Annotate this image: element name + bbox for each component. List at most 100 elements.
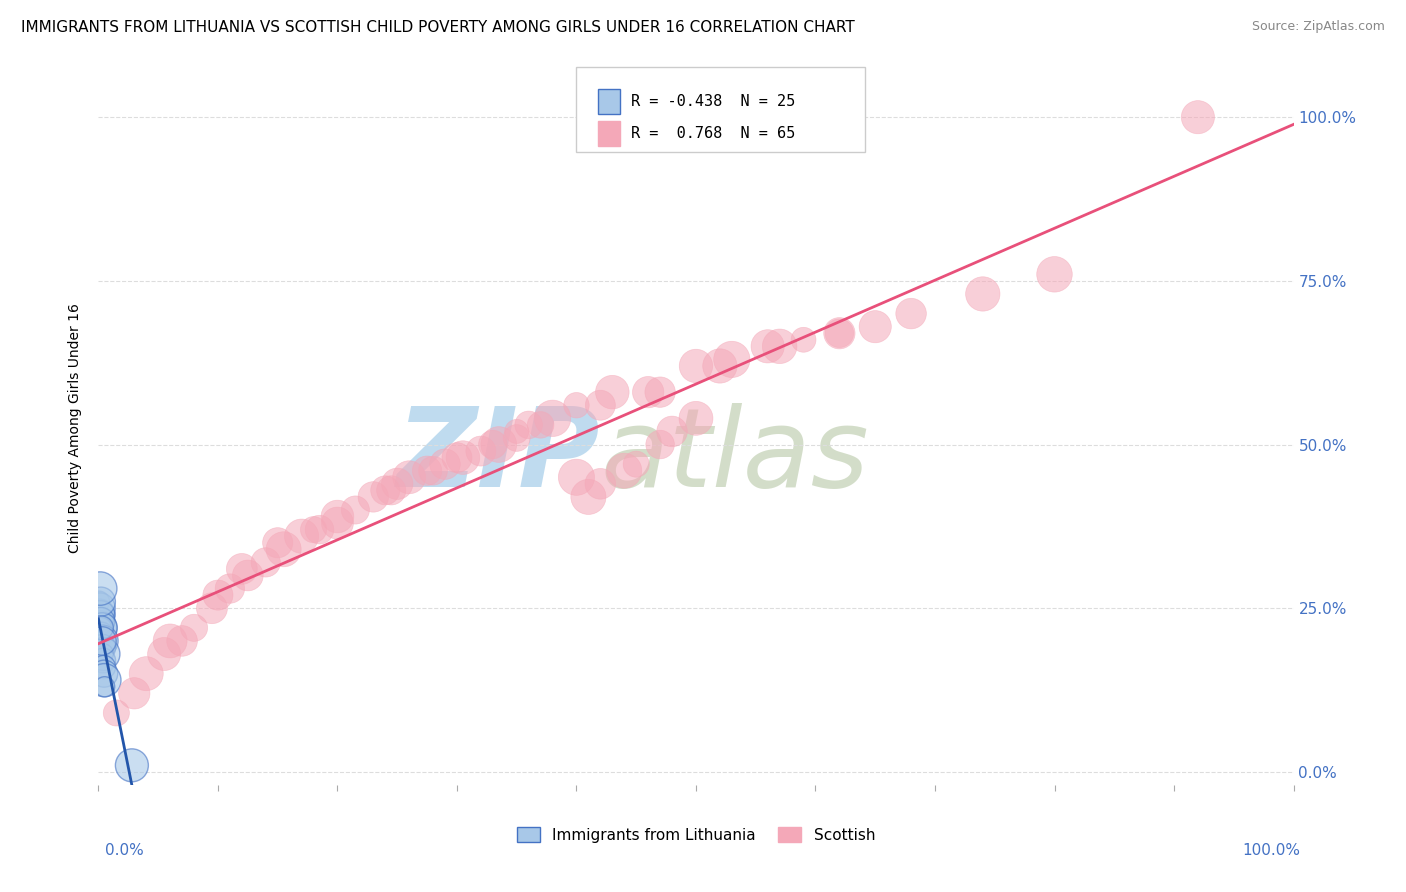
Point — [344, 503, 367, 517]
Point — [650, 437, 672, 451]
Point — [451, 450, 474, 465]
Point — [422, 464, 444, 478]
Point — [219, 582, 242, 596]
Point — [326, 509, 349, 524]
Point — [231, 562, 253, 576]
Point — [530, 417, 553, 432]
Point — [93, 673, 115, 688]
Point — [93, 666, 115, 681]
Point — [434, 457, 457, 471]
Text: Source: ZipAtlas.com: Source: ZipAtlas.com — [1251, 20, 1385, 33]
Point — [1043, 268, 1066, 282]
Point — [135, 666, 157, 681]
Text: atlas: atlas — [600, 403, 869, 510]
Point — [541, 411, 564, 425]
Point — [756, 339, 779, 353]
Point — [900, 307, 922, 321]
Point — [207, 588, 229, 602]
Point — [159, 634, 181, 648]
Point — [828, 326, 851, 341]
Point — [89, 582, 111, 596]
Point — [90, 607, 112, 622]
Point — [685, 411, 707, 425]
Point — [721, 352, 744, 367]
Point — [91, 634, 114, 648]
Point — [121, 758, 143, 772]
Point — [89, 615, 111, 629]
Point — [446, 450, 468, 465]
Point — [709, 359, 731, 373]
Point — [865, 319, 887, 334]
Text: R =  0.768  N = 65: R = 0.768 N = 65 — [631, 126, 796, 141]
Point — [517, 417, 540, 432]
Point — [589, 398, 612, 412]
Point — [650, 385, 672, 400]
Point — [90, 627, 112, 641]
Point — [90, 621, 112, 635]
Point — [416, 464, 439, 478]
Text: IMMIGRANTS FROM LITHUANIA VS SCOTTISH CHILD POVERTY AMONG GIRLS UNDER 16 CORRELA: IMMIGRANTS FROM LITHUANIA VS SCOTTISH CH… — [21, 20, 855, 35]
Point — [172, 634, 194, 648]
Point — [105, 706, 128, 720]
Point — [380, 483, 402, 498]
Point — [90, 615, 112, 629]
Point — [637, 385, 659, 400]
Point — [93, 647, 115, 661]
Point — [385, 476, 409, 491]
Point — [589, 476, 612, 491]
Point — [89, 607, 111, 622]
Point — [685, 359, 707, 373]
Point — [124, 686, 146, 700]
Point — [972, 287, 994, 301]
Point — [613, 464, 636, 478]
Point — [93, 660, 115, 674]
Point — [565, 470, 588, 484]
Point — [793, 333, 815, 347]
Point — [602, 385, 624, 400]
Point — [363, 490, 385, 504]
Point — [828, 326, 851, 341]
Point — [91, 647, 114, 661]
Point — [90, 634, 112, 648]
Point — [91, 634, 114, 648]
Point — [236, 568, 259, 582]
Text: R = -0.438  N = 25: R = -0.438 N = 25 — [631, 95, 796, 109]
Point — [308, 523, 330, 537]
Point — [267, 535, 290, 549]
Point — [183, 621, 205, 635]
Text: ZIP: ZIP — [396, 403, 600, 510]
Point — [769, 339, 792, 353]
Point — [374, 483, 396, 498]
Text: 100.0%: 100.0% — [1243, 843, 1301, 858]
Point — [506, 431, 529, 445]
Point — [91, 640, 114, 655]
Point — [273, 542, 295, 557]
Point — [90, 621, 112, 635]
Point — [482, 437, 505, 451]
Point — [89, 621, 111, 635]
Point — [506, 425, 529, 439]
Point — [398, 470, 420, 484]
Point — [87, 594, 110, 608]
Point — [578, 490, 600, 504]
Point — [326, 516, 349, 530]
Point — [254, 555, 277, 569]
Point — [91, 621, 114, 635]
Point — [89, 601, 111, 615]
Point — [1187, 110, 1209, 124]
Point — [201, 601, 224, 615]
Point — [302, 523, 325, 537]
Point — [91, 654, 114, 668]
Text: 0.0%: 0.0% — [105, 843, 145, 858]
Point — [565, 398, 588, 412]
Point — [93, 680, 115, 694]
Point — [90, 594, 112, 608]
Y-axis label: Child Poverty Among Girls Under 16: Child Poverty Among Girls Under 16 — [69, 303, 83, 553]
Point — [661, 425, 683, 439]
Point — [626, 457, 648, 471]
Point — [470, 444, 492, 458]
Legend: Immigrants from Lithuania, Scottish: Immigrants from Lithuania, Scottish — [510, 821, 882, 848]
Point — [488, 437, 510, 451]
Point — [291, 529, 314, 543]
Point — [153, 647, 176, 661]
